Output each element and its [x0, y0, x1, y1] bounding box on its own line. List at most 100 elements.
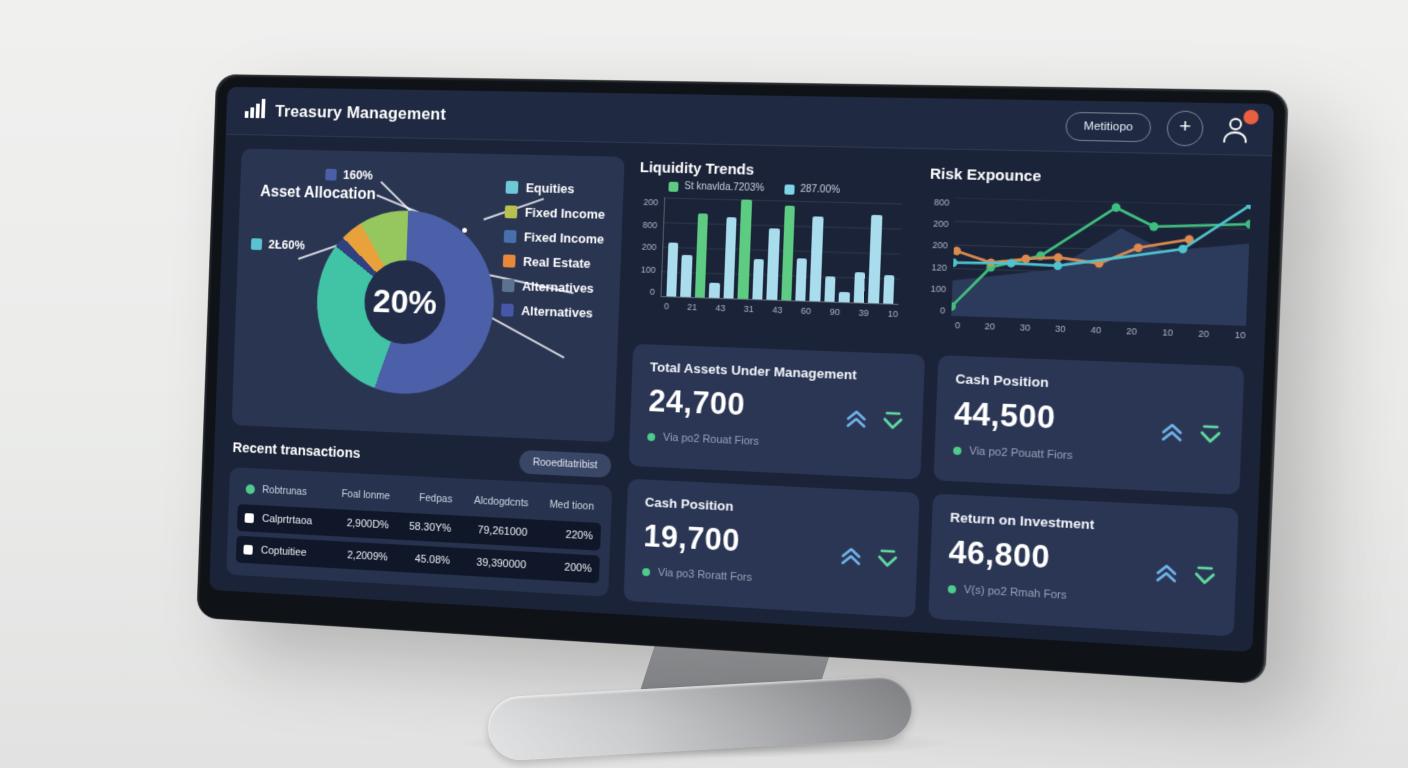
- axis-tick: 10: [1162, 327, 1174, 338]
- menu-button[interactable]: Metitiopo: [1065, 111, 1152, 142]
- notification-badge: [1243, 109, 1259, 125]
- brand: Treasury Management: [244, 98, 446, 127]
- axis-tick: 0: [954, 320, 961, 331]
- chevron-down-icon: [881, 410, 904, 436]
- axis-tick: 200: [932, 218, 949, 230]
- row-checkbox[interactable]: [243, 544, 253, 555]
- legend-swatch: [503, 229, 517, 244]
- axis-tick: 40: [1090, 324, 1102, 336]
- charts-row: Liquidity Trends St knavlda.7203% 287.00…: [634, 157, 1252, 354]
- legend-swatch: [783, 183, 795, 195]
- transactions-table-panel: Robtrunas Foal lonme Fedpas Alcdogdcnts Med …: [226, 467, 613, 597]
- transactions-action-button[interactable]: Rooeditatribist: [518, 449, 612, 478]
- axis-tick: 39: [858, 307, 869, 319]
- axis-tick: 90: [829, 306, 841, 318]
- tx-column-header: Foal lonme: [341, 488, 391, 503]
- legend-item: Alternatives: [501, 278, 603, 296]
- double-chevron-up-icon: [1154, 562, 1178, 589]
- axis-tick: 0: [939, 305, 946, 316]
- risk-expounce-title: Risk Expounce: [929, 165, 1042, 186]
- liquidity-y-ticks: 200 800 200 100 0: [635, 197, 664, 297]
- callout-swatch: [325, 168, 337, 181]
- axis-tick: 20: [984, 321, 996, 332]
- callout-swatch: [250, 238, 263, 251]
- kpi-title: Cash Position: [955, 371, 1050, 391]
- tx-column-header: Fedpas: [419, 492, 453, 506]
- kpi-title: Return on Investment: [949, 509, 1095, 533]
- legend-swatch: [502, 254, 516, 268]
- axis-tick: 30: [1054, 323, 1066, 335]
- bar: [853, 272, 866, 303]
- axis-tick: 800: [642, 219, 658, 230]
- liquidity-bars: [661, 198, 902, 304]
- kpi-trend: [844, 408, 904, 436]
- status-dot-icon: [952, 446, 962, 456]
- callout-chip-1: 160%: [325, 168, 373, 182]
- asset-allocation-panel: Asset Allocation 160% 2Ł60%: [231, 148, 625, 443]
- liquidity-legend: St knavlda.7203% 287.00%: [668, 181, 903, 198]
- transactions-table: Robtrunas Foal lonme Fedpas Alcdogdcnts Med …: [235, 473, 603, 588]
- bar: [809, 216, 824, 302]
- axis-tick: 0: [649, 286, 655, 297]
- bar: [824, 276, 836, 302]
- dashboard: Asset Allocation 160% 2Ł60%: [209, 135, 1272, 652]
- transactions-section: Recent transactions Rooeditatribist Robt…: [226, 436, 613, 597]
- legend-item: Alternatives: [500, 303, 602, 321]
- liquidity-trends-chart: Liquidity Trends St knavlda.7203% 287.00…: [634, 157, 904, 341]
- status-dot-icon: [647, 432, 656, 442]
- bar: [723, 216, 737, 299]
- legend-swatch: [504, 205, 518, 219]
- double-chevron-up-icon: [839, 546, 862, 572]
- axis-tick: 200: [932, 240, 948, 251]
- status-dot-icon: [642, 567, 651, 577]
- chevron-down-icon: [875, 548, 898, 575]
- chevron-down-icon: [1198, 423, 1223, 450]
- risk-plot: 800 200 200 120 100 0: [925, 197, 1251, 326]
- double-chevron-up-icon: [1160, 422, 1184, 449]
- axis-tick: 21: [687, 301, 698, 313]
- axis-tick: 60: [800, 305, 812, 317]
- asset-allocation-title: Asset Allocation: [259, 183, 377, 203]
- axis-tick: 100: [930, 283, 947, 295]
- add-button[interactable]: +: [1166, 109, 1204, 146]
- axis-tick: 43: [715, 302, 726, 314]
- bar: [838, 291, 850, 303]
- legend-swatch: [668, 181, 679, 192]
- axis-tick: 100: [640, 264, 656, 275]
- axis-tick: 20: [1126, 325, 1138, 337]
- axis-tick: 20: [1198, 328, 1210, 340]
- left-column: Asset Allocation 160% 2Ł60%: [226, 148, 625, 600]
- kpi-grid: Total Assets Under Management 24,700 Via…: [623, 343, 1245, 637]
- kpi-trend: [1154, 562, 1217, 591]
- axis-tick: 0: [663, 301, 670, 312]
- legend-item: Fixed Income: [503, 229, 604, 247]
- user-profile-button[interactable]: [1219, 109, 1259, 145]
- bar: [780, 205, 795, 301]
- bar: [680, 255, 693, 298]
- axis-tick: 43: [772, 304, 783, 316]
- status-dot-icon: [245, 484, 256, 495]
- axis-tick: 120: [931, 261, 948, 273]
- kpi-card-total-assets: Total Assets Under Management 24,700 Via…: [628, 343, 925, 480]
- chevron-down-icon: [1192, 564, 1217, 591]
- bar: [882, 275, 895, 304]
- bar: [666, 242, 679, 297]
- kpi-card-return-on-investment: Return on Investment 46,800 V(s) po2 Rma…: [927, 493, 1239, 637]
- header-actions: Metitiopo +: [1065, 108, 1259, 147]
- tx-column-header: Robtrunas: [238, 478, 329, 504]
- liquidity-trends-title: Liquidity Trends: [639, 159, 755, 179]
- axis-tick: 10: [1234, 329, 1246, 341]
- kpi-trend: [839, 546, 899, 574]
- legend-item: Equities: [505, 180, 606, 197]
- axis-tick: 30: [1019, 322, 1031, 333]
- axis-tick: 800: [933, 197, 950, 208]
- row-checkbox[interactable]: [244, 513, 254, 524]
- liquidity-bars-area: [660, 197, 903, 305]
- legend-swatch: [501, 278, 515, 293]
- double-chevron-up-icon: [844, 408, 867, 434]
- monitor: Treasury Management Metitiopo +: [196, 74, 1289, 685]
- legend-item: Real Estate: [502, 253, 604, 271]
- bar: [868, 214, 883, 304]
- allocation-legend: Equities Fixed Income Fixed Income Real Est…: [500, 180, 606, 321]
